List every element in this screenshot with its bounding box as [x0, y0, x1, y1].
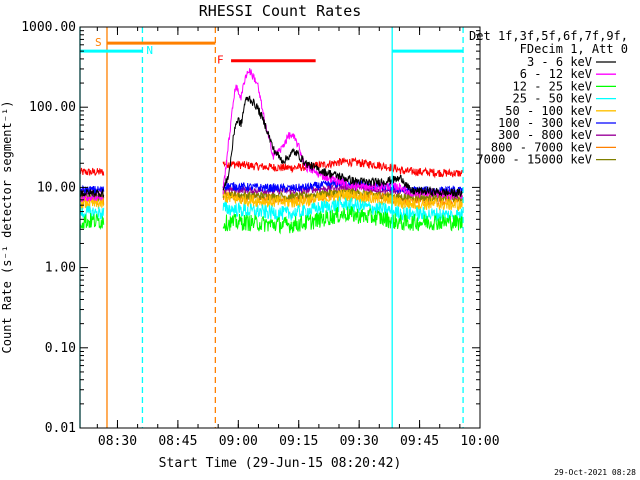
interval-label: S — [95, 36, 102, 49]
y-tick-label: 100.00 — [29, 100, 76, 115]
interval-label: N — [146, 44, 153, 57]
series-line-3-6-kev — [79, 95, 463, 199]
footer-date: 29-Oct-2021 08:28 — [554, 468, 636, 477]
x-tick-label: 09:45 — [400, 434, 439, 449]
y-tick-label: 10.00 — [37, 180, 76, 195]
legend-label: 800 - 7000 keV — [491, 140, 592, 154]
x-tick-label: 09:15 — [279, 434, 318, 449]
legend-label: 50 - 100 keV — [505, 104, 592, 118]
legend-label: 100 - 300 keV — [498, 116, 592, 130]
series-line-12-25-kev — [79, 206, 463, 235]
interval-layer: S N F — [80, 36, 464, 67]
series-line-50-100-kev — [79, 189, 463, 211]
series-line-red — [79, 156, 463, 179]
plot-frame — [79, 26, 481, 429]
legend-label: 300 - 800 keV — [498, 128, 592, 142]
y-axis-label: Count Rate (s⁻¹ detector segment⁻¹) — [0, 101, 14, 354]
legend: Det 1f,3f,5f,6f,7f,9f, FDecim 1, Att 0 3… — [469, 29, 628, 167]
y-tick-label: 0.01 — [45, 421, 76, 436]
legend-title-line-1: Det 1f,3f,5f,6f,7f,9f, — [469, 29, 628, 43]
legend-label: 6 - 12 keV — [520, 67, 592, 81]
y-tick-label: 1000.00 — [21, 20, 76, 35]
y-tick-label: 1.00 — [45, 261, 76, 276]
legend-label: 3 - 6 keV — [527, 55, 592, 69]
series-line-25-50-kev — [79, 195, 463, 223]
x-axis: 08:30 08:45 09:00 09:15 09:30 09:45 10:00 — [96, 27, 500, 449]
interval-label: F — [217, 54, 224, 67]
x-tick-label: 08:45 — [158, 434, 197, 449]
legend-label: 12 - 25 keV — [513, 79, 592, 93]
legend-label: 7000 - 15000 keV — [476, 153, 592, 167]
y-tick-label: 0.10 — [45, 341, 76, 356]
x-tick-label: 10:00 — [460, 434, 499, 449]
legend-title-line-2: FDecim 1, Att 0 — [520, 42, 628, 56]
y-axis: 1000.00 100.00 10.00 1.00 0.10 0.01 — [21, 20, 480, 436]
x-tick-label: 09:00 — [219, 434, 258, 449]
chart-title: RHESSI Count Rates — [199, 2, 362, 20]
x-tick-label: 09:30 — [340, 434, 379, 449]
legend-label: 25 - 50 keV — [513, 92, 592, 106]
x-axis-label: Start Time (29-Jun-15 08:20:42) — [159, 456, 402, 471]
x-tick-label: 08:30 — [98, 434, 137, 449]
